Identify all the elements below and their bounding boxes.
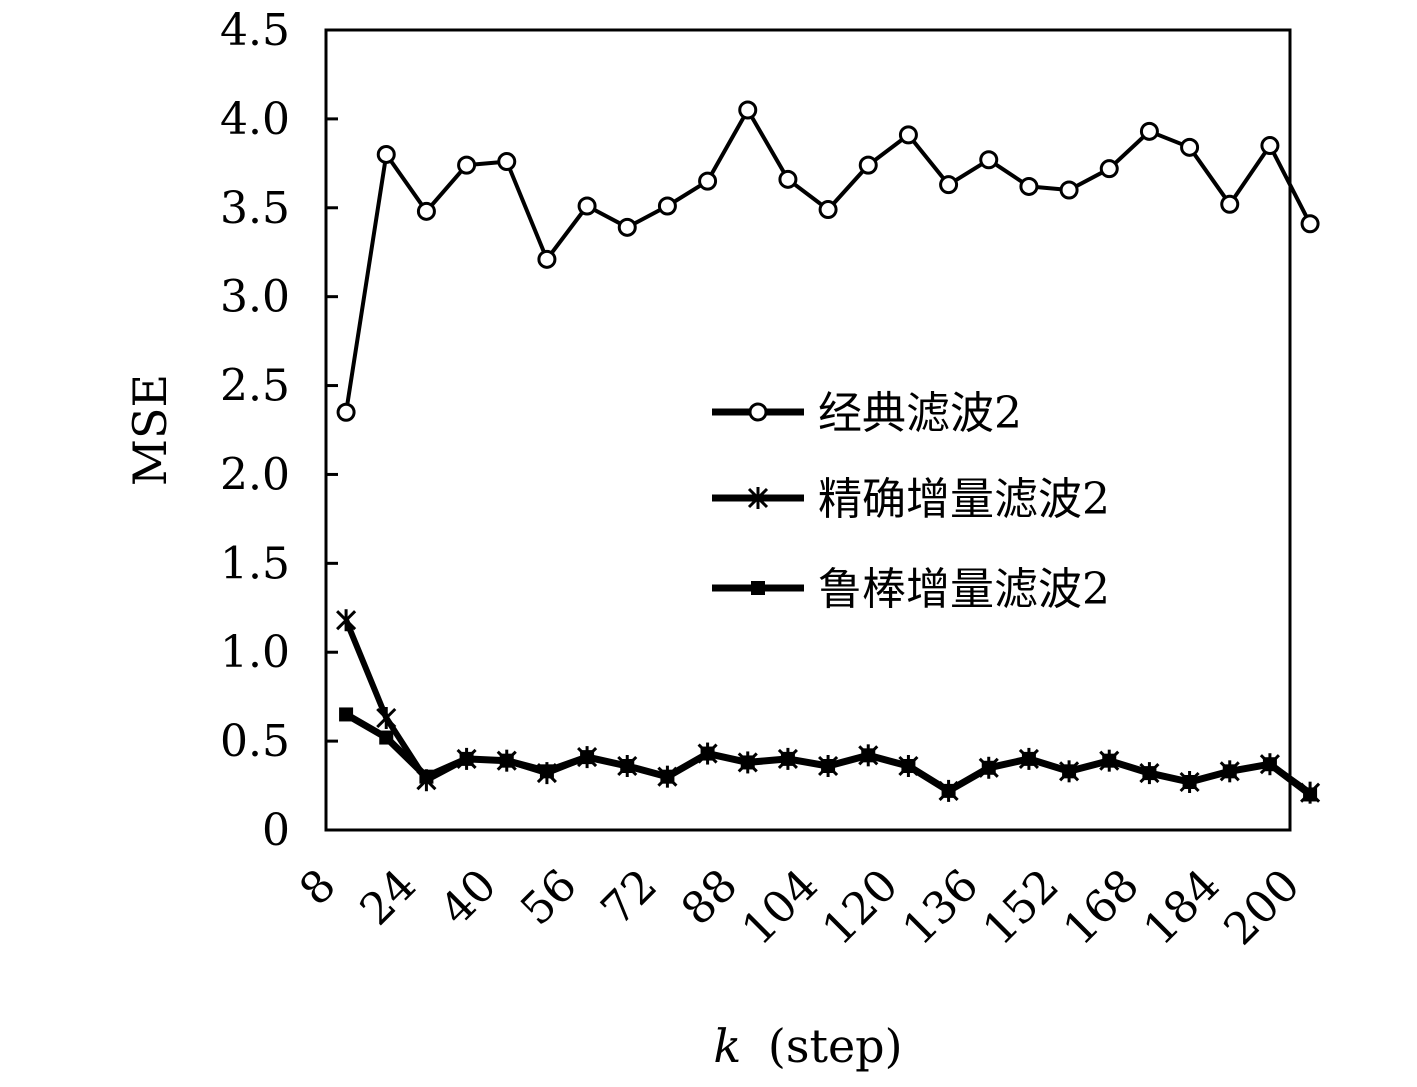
data-point <box>497 152 517 172</box>
data-point <box>1021 751 1036 766</box>
data-point <box>376 144 396 164</box>
legend-label: 精确增量滤波2 <box>818 474 1110 525</box>
data-point <box>1139 121 1159 141</box>
data-point <box>620 759 635 773</box>
legend-label: 鲁棒增量滤波2 <box>818 564 1110 615</box>
data-point <box>457 155 477 175</box>
data-point <box>1300 214 1320 234</box>
x-tick-label: 168 <box>1054 860 1149 955</box>
data-point <box>981 760 996 775</box>
legend-label: 经典滤波2 <box>818 388 1022 439</box>
x-tick-label: 40 <box>431 860 507 936</box>
data-point <box>780 751 795 766</box>
data-point <box>740 755 755 770</box>
series-line <box>344 711 1313 798</box>
data-point <box>941 783 956 798</box>
y-tick-labels: 0 0.5 1.0 1.5 2.0 2.5 3.0 3.5 4.0 4.5 <box>220 5 290 856</box>
data-point <box>1260 136 1280 156</box>
data-point <box>379 730 394 745</box>
data-point <box>821 759 836 773</box>
data-point <box>861 748 876 763</box>
data-point <box>499 753 514 768</box>
y-tick-label: 0.5 <box>220 716 290 767</box>
y-tick-label: 0 <box>262 805 290 856</box>
data-point <box>700 746 715 761</box>
data-point <box>1142 766 1157 781</box>
legend-entry: 精确增量滤波2 <box>712 474 1110 525</box>
y-tick-label: 1.5 <box>220 538 290 589</box>
plot-frame <box>324 28 1292 832</box>
data-point <box>419 769 434 784</box>
series-1 <box>336 100 1320 422</box>
data-point <box>1303 787 1318 802</box>
x-tick-label: 72 <box>591 860 667 936</box>
data-point <box>738 100 758 120</box>
data-point <box>1019 176 1039 196</box>
y-tick-label: 4.5 <box>220 5 290 56</box>
data-point <box>657 196 677 216</box>
y-tick-label: 2.5 <box>220 361 290 412</box>
data-point <box>617 217 637 237</box>
data-point <box>858 155 878 175</box>
y-tick-label: 2.0 <box>220 449 290 500</box>
legend-entry: 经典滤波2 <box>712 388 1022 439</box>
data-point <box>660 769 675 784</box>
y-tick-label: 4.0 <box>220 94 290 145</box>
y-tick-label: 1.0 <box>220 627 290 678</box>
x-tick-label: 184 <box>1134 860 1229 955</box>
data-point <box>537 249 557 269</box>
data-point <box>459 751 474 766</box>
data-point <box>1099 159 1119 179</box>
legend: 经典滤波2 精确增量滤波2 鲁棒增量滤波2 <box>712 388 1110 615</box>
legend-marker <box>748 402 768 422</box>
legend-marker <box>751 581 765 595</box>
series-3 <box>339 707 1318 802</box>
data-point <box>416 201 436 221</box>
data-point <box>1062 764 1077 779</box>
y-tick-label: 3.5 <box>220 183 290 234</box>
data-point <box>698 171 718 191</box>
data-point <box>1180 137 1200 157</box>
x-axis-unit: (step) <box>768 1019 903 1073</box>
x-tick-label: 8 <box>290 860 346 916</box>
x-tick-label: 200 <box>1214 860 1309 955</box>
data-point <box>1262 757 1277 772</box>
data-point <box>339 707 354 722</box>
x-tick-label: 24 <box>350 860 426 936</box>
series-layer <box>336 100 1321 804</box>
data-point <box>1222 764 1237 779</box>
x-tick-label: 56 <box>511 860 587 936</box>
legend-marker <box>747 487 769 509</box>
legend-entry: 鲁棒增量滤波2 <box>712 564 1110 615</box>
data-point <box>539 764 554 779</box>
data-point <box>778 169 798 189</box>
data-point <box>1182 775 1197 789</box>
x-tick-label: 136 <box>893 860 988 955</box>
axis-ticks <box>326 28 338 832</box>
data-point <box>898 125 918 145</box>
data-point <box>901 759 916 773</box>
data-point <box>818 200 838 220</box>
x-axis-label: k (step) <box>713 1019 902 1073</box>
data-point <box>1059 180 1079 200</box>
y-tick-label: 3.0 <box>220 272 290 323</box>
data-point <box>939 175 959 195</box>
x-tick-label: 104 <box>732 860 827 955</box>
data-point <box>979 150 999 170</box>
data-point <box>577 196 597 216</box>
data-point <box>336 402 356 422</box>
data-point <box>580 750 595 765</box>
x-axis-variable: k <box>713 1019 741 1073</box>
data-point <box>1102 753 1117 768</box>
x-tick-label: 152 <box>973 860 1068 955</box>
data-point <box>336 609 357 632</box>
series-line <box>344 108 1312 413</box>
x-tick-label: 120 <box>813 860 908 955</box>
data-point <box>376 707 397 729</box>
y-axis-label: MSE <box>123 374 177 486</box>
data-point <box>1220 194 1240 214</box>
